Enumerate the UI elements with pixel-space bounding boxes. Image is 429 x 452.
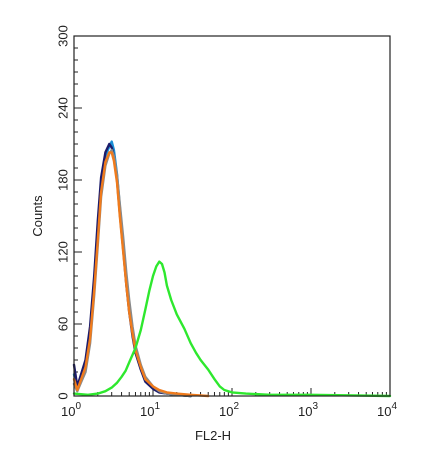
x-tick-label: 103 <box>298 401 318 419</box>
series-line-5 <box>72 260 392 398</box>
x-tick-label: 102 <box>219 401 239 419</box>
x-tick-label: 104 <box>377 401 397 419</box>
series-line-2 <box>72 142 192 398</box>
x-tick-labels: 100 101 102 103 104 <box>61 401 397 419</box>
series-line-4 <box>72 151 210 398</box>
x-tick-label: 101 <box>140 401 160 419</box>
y-tick-label: 0 <box>55 392 70 399</box>
y-tick-label: 120 <box>55 241 70 263</box>
y-tick-label: 60 <box>55 317 70 331</box>
y-tick-labels: 0 60 120 180 240 300 <box>55 25 70 399</box>
y-tick-label: 240 <box>55 97 70 119</box>
y-tick-label: 300 <box>55 25 70 47</box>
series-line-3 <box>72 148 192 398</box>
series-lines <box>72 140 392 398</box>
x-tick-label: 100 <box>61 401 81 419</box>
y-tick-label: 180 <box>55 169 70 191</box>
y-axis-title: Counts <box>30 195 45 237</box>
x-axis-title: FL2-H <box>195 428 231 443</box>
plot-frame <box>73 35 391 397</box>
